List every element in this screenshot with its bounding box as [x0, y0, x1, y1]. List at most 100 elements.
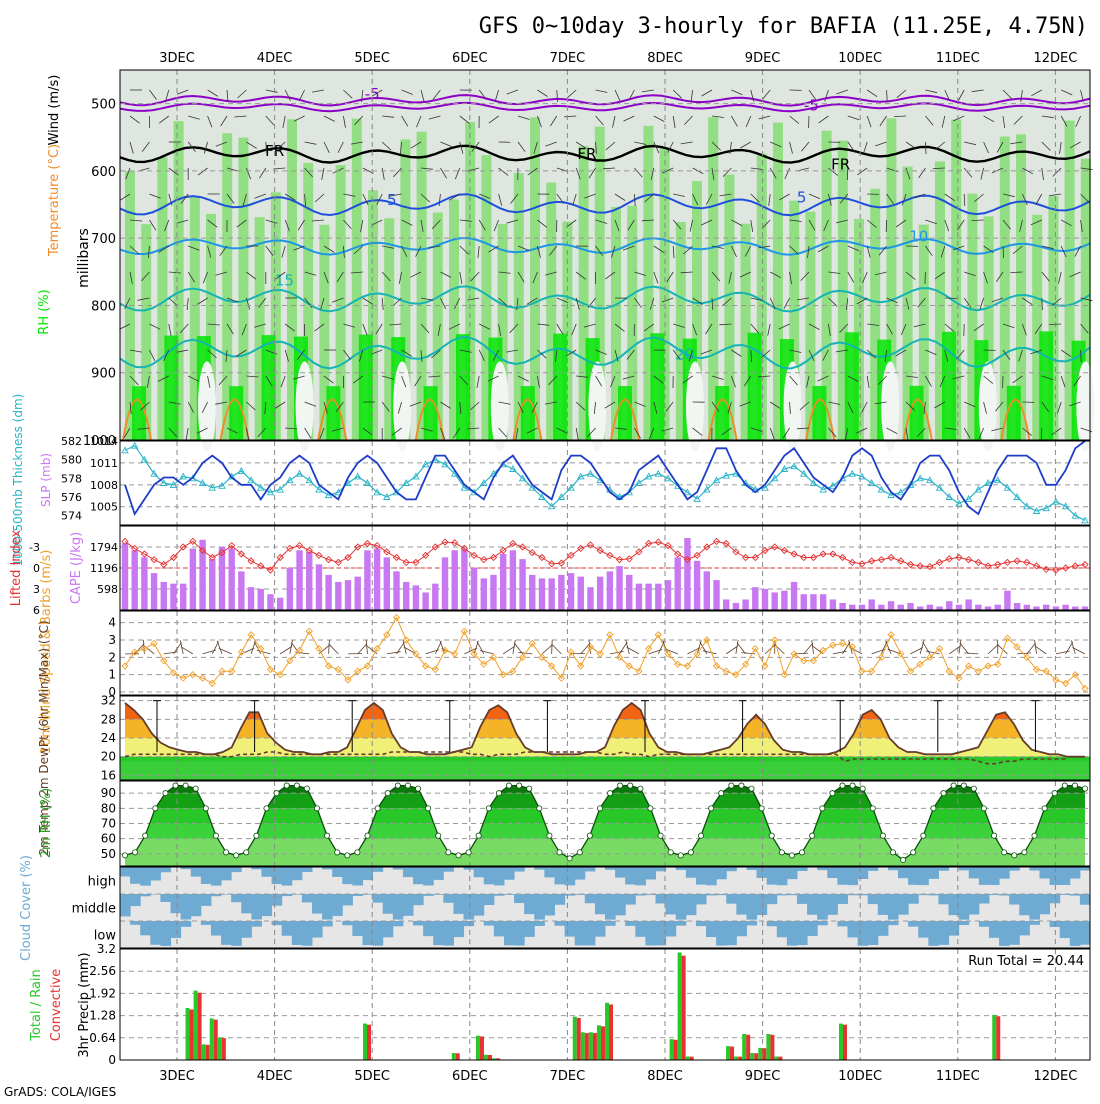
- precip-bar-convective: [585, 1033, 589, 1060]
- cloud-cell: [938, 921, 949, 945]
- cape-bar: [781, 591, 787, 610]
- cloud-cell: [413, 921, 424, 925]
- cloud-cell: [716, 867, 727, 879]
- cloud-cell: [1060, 921, 1071, 938]
- cape-bar: [723, 599, 729, 610]
- rh-point: [971, 786, 976, 791]
- top-day-label: 10DEC: [838, 51, 882, 66]
- cloud-cell: [858, 921, 869, 946]
- cape-bar: [413, 585, 419, 610]
- cloud-cell: [251, 921, 262, 927]
- cape-bar: [558, 575, 564, 610]
- rh-saturated-column: [132, 386, 146, 440]
- thickness-tick: 580: [61, 454, 82, 467]
- rh-saturated-column: [812, 386, 826, 440]
- cloud-cell: [504, 921, 515, 945]
- cloud-cell: [1039, 894, 1050, 914]
- precip-bar-convective: [674, 1040, 678, 1060]
- thickness-tick: 574: [61, 510, 82, 523]
- wind-barb-10m: [480, 651, 494, 654]
- cloud-row-label: high: [88, 875, 116, 890]
- slp-axis-label: SLP (mb): [39, 453, 53, 507]
- cloud-cell: [150, 867, 161, 880]
- cloud-cell: [979, 921, 990, 927]
- cloud-cell: [373, 894, 384, 903]
- cape-bar: [839, 603, 845, 610]
- cape-bar: [131, 550, 137, 610]
- pressure-tick: 800: [91, 299, 116, 314]
- cloud-cell: [575, 921, 586, 945]
- cape-bar: [374, 549, 380, 610]
- rh-point: [698, 833, 703, 838]
- wind-speed-point: [1082, 686, 1088, 692]
- precip-bar-convective: [682, 956, 686, 1060]
- rh-point: [163, 791, 168, 796]
- wind-barb-10m: [366, 640, 367, 654]
- rh-side-label: RH (%): [37, 289, 52, 334]
- cape-tick: 598: [97, 583, 118, 596]
- top-day-label: 12DEC: [1033, 51, 1077, 66]
- precip-bar-total: [726, 1046, 730, 1060]
- cloud-cell: [635, 921, 646, 937]
- cloud-cell: [201, 867, 212, 884]
- cloud-cell: [413, 894, 424, 905]
- cape-bar: [122, 543, 128, 610]
- precip-bar-convective: [770, 1035, 774, 1060]
- cloud-cell: [554, 894, 565, 905]
- precip-bar-convective: [609, 1004, 613, 1060]
- bottom-day-label: 10DEC: [838, 1069, 882, 1084]
- rh-point: [365, 833, 370, 838]
- cape-bar: [500, 554, 506, 610]
- cloud-cell: [716, 921, 727, 946]
- precip-bar-total: [605, 1003, 609, 1060]
- cloud-cell: [777, 867, 788, 885]
- cloud-cell: [474, 894, 485, 916]
- cape-bar: [141, 557, 147, 610]
- cloud-cell: [1019, 921, 1030, 935]
- rh-point: [769, 833, 774, 838]
- rh-dry-pocket: [491, 361, 509, 451]
- cloud-cell: [171, 921, 182, 938]
- rh-point: [385, 791, 390, 796]
- cloud-cell: [888, 921, 899, 925]
- cloud-cell: [504, 867, 515, 880]
- wind-barb-10m: [329, 644, 339, 654]
- top-day-label: 6DEC: [452, 51, 488, 66]
- cape-bar: [190, 549, 196, 610]
- cape-bar: [917, 606, 923, 610]
- wind-barb-10m: [217, 641, 222, 654]
- rh-tick: 50: [101, 847, 116, 861]
- cloud-cell: [524, 894, 535, 914]
- rh-point: [739, 783, 744, 788]
- cloud-cell: [534, 894, 545, 920]
- rh-point: [486, 806, 491, 811]
- wind-barb-10m: [626, 640, 629, 654]
- cloud-cell: [261, 894, 272, 916]
- rh-point: [668, 850, 673, 855]
- cape-bar: [539, 578, 545, 610]
- cloud-cell: [767, 894, 778, 904]
- cape-bar: [451, 550, 457, 610]
- cloud-cell: [959, 921, 970, 925]
- top-day-label: 4DEC: [257, 51, 293, 66]
- cloud-cell: [302, 894, 313, 902]
- cloud-cell: [352, 867, 363, 886]
- cloud-cell: [282, 921, 293, 936]
- cloud-cell: [736, 894, 747, 915]
- rh-point: [284, 783, 289, 788]
- wind-barb-10m: [212, 641, 218, 653]
- wind-barb-10m: [920, 640, 924, 653]
- rh-point: [830, 791, 835, 796]
- rh-saturated-column: [618, 386, 632, 440]
- rh-tick: 80: [101, 801, 116, 815]
- cape-bar: [238, 571, 244, 610]
- cape-bar: [335, 582, 341, 610]
- cloud-cell: [221, 867, 232, 880]
- cloud-cell: [201, 894, 212, 906]
- isotherm-label: 10: [909, 228, 928, 246]
- cloud-cell: [979, 894, 990, 904]
- cape-bar: [248, 587, 254, 610]
- wind-frame: [120, 611, 1090, 695]
- rh-point: [890, 850, 895, 855]
- cape-bar: [927, 605, 933, 610]
